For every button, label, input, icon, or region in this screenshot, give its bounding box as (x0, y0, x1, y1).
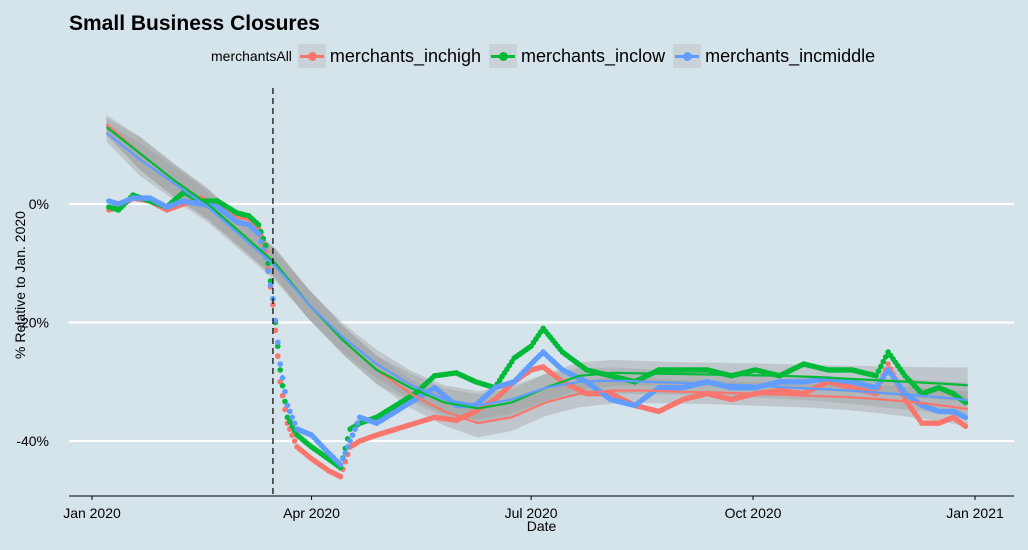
data-point (880, 358, 887, 365)
legend-item-inclow: merchants_inclow (489, 44, 665, 68)
legend-item-incmiddle: merchants_incmiddle (673, 44, 875, 68)
legend-key-inchigh (297, 44, 326, 68)
data-point (258, 238, 264, 245)
legend-key-incmiddle (673, 44, 702, 68)
data-point (255, 230, 262, 237)
legend-title: merchantsAll (211, 48, 292, 64)
data-point (279, 382, 286, 389)
y-axis-title: % Relative to Jan. 2020 (12, 211, 28, 359)
data-point (352, 426, 358, 432)
chart-title: Small Business Closures (69, 12, 320, 35)
smooth-line-merchants_incmiddle (105, 132, 968, 407)
data-point (342, 450, 349, 456)
data-point (277, 361, 284, 367)
legend: merchantsAll merchants_inchigh merchants… (211, 42, 883, 70)
data-point (291, 438, 298, 444)
data-point (349, 432, 356, 438)
data-point (284, 402, 291, 409)
legend-label-inchigh: merchants_inchigh (329, 45, 482, 66)
data-point (255, 221, 262, 228)
x-tick-label: Jan 2021 (946, 505, 1004, 521)
data-point (882, 354, 889, 360)
data-point (279, 375, 286, 381)
x-tick-label: Oct 2020 (725, 505, 782, 521)
data-point (337, 473, 344, 480)
data-point (275, 353, 281, 359)
confidence-band-merchants_incmiddle (106, 124, 968, 420)
legend-dot (307, 52, 317, 61)
confidence-band-merchants_inchigh (106, 115, 968, 438)
data-point (962, 423, 969, 429)
data-point (282, 388, 288, 395)
x-tick-label: Jan 2020 (63, 505, 121, 521)
data-point (287, 418, 293, 425)
data-point (344, 444, 351, 450)
data-point (289, 414, 296, 421)
data-point (275, 343, 281, 350)
y-tick-label: -20% (16, 315, 49, 331)
data-point (340, 456, 346, 462)
legend-dot (499, 52, 509, 61)
data-point (267, 278, 274, 284)
legend-key-inclow (489, 44, 518, 68)
data-point (878, 363, 884, 370)
x-tick-label: Jul 2020 (505, 505, 558, 521)
data-point (277, 367, 284, 373)
y-tick-label: 0% (29, 196, 49, 212)
data-point (337, 461, 344, 468)
data-point (875, 368, 882, 374)
data-point (284, 414, 291, 421)
data-point (272, 317, 279, 324)
legend-label-inclow: merchants_inclow (521, 45, 666, 66)
data-point (873, 373, 879, 379)
data-point (275, 339, 281, 346)
data-point (289, 432, 296, 438)
legend-item-inchigh: merchants_inchigh (297, 44, 482, 68)
data-point (347, 438, 353, 444)
x-axis-title: Date (527, 518, 557, 534)
data-point (272, 327, 279, 334)
data-point (354, 420, 361, 427)
data-point (287, 408, 293, 415)
y-tick-label: -40% (16, 433, 49, 449)
legend-label-incmiddle: merchants_incmiddle (705, 45, 876, 66)
x-tick-label: Apr 2020 (283, 505, 340, 521)
legend-dot (683, 52, 693, 61)
data-point (962, 414, 969, 421)
data-point (885, 361, 891, 367)
data-point (265, 268, 271, 274)
data-point (267, 282, 274, 288)
data-point (291, 420, 298, 427)
confidence-band-merchants_inclow (106, 118, 968, 423)
data-point (270, 301, 276, 308)
